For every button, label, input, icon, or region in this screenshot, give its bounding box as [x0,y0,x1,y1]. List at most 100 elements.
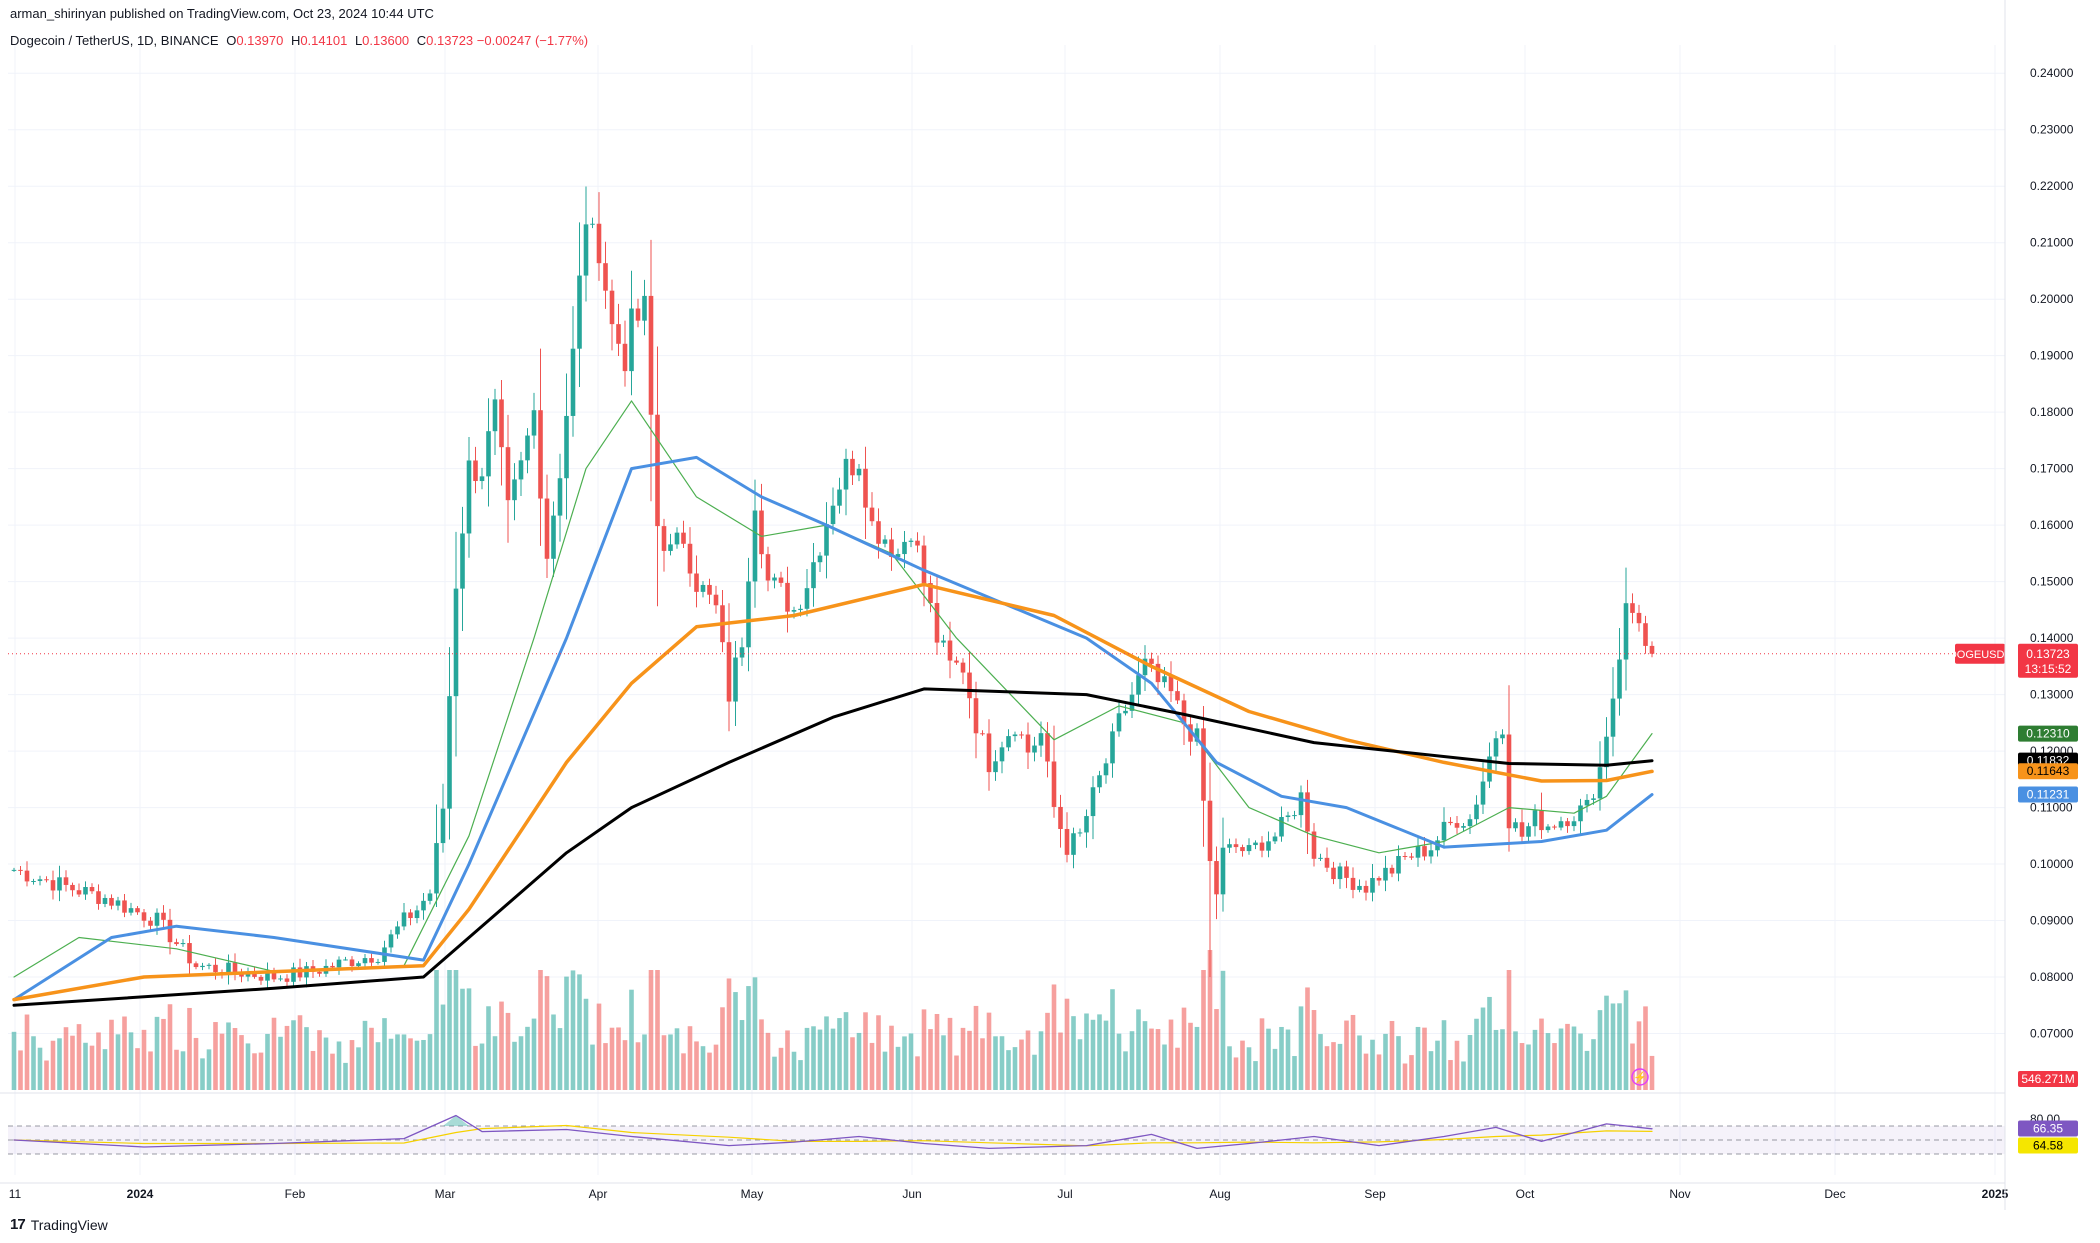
candle-body [700,584,706,592]
volume-bar [1480,1007,1486,1090]
candle-body [1370,877,1375,893]
candle-body [453,588,459,697]
volume-bar [1071,1016,1076,1090]
volume-bar [63,1027,69,1090]
candle-body [512,479,517,501]
volume-bar [1084,1013,1089,1090]
candle-body [1266,841,1271,851]
volume-bar [726,978,732,1090]
candle-body [564,415,569,479]
volume-bar [1032,1054,1037,1090]
volume-bar [980,1038,985,1090]
candle-body [681,532,686,544]
volume-bar [1643,1006,1648,1090]
volume-bar [798,1060,803,1090]
volume-bar [70,1035,75,1090]
volume-bar [668,1034,673,1090]
candle-body [284,978,290,982]
volume-bar [492,1036,498,1090]
volume-bar [1474,1018,1479,1090]
volume-bar [1090,1019,1096,1090]
publisher-line: arman_shirinyan published on TradingView… [10,6,434,21]
volume-bar [1610,1003,1616,1090]
candle-body [1604,736,1609,768]
volume-bar [616,1027,621,1090]
candle-body [1025,734,1031,753]
candle-body [1480,781,1486,805]
volume-bar [1519,1043,1525,1090]
volume-bar [284,1025,290,1090]
rsi-overbought-fill [443,1115,469,1126]
candle-body [1071,833,1076,855]
candle-body [1337,866,1343,880]
volume-bar [915,1056,920,1090]
volume-bar [752,977,758,1090]
volume-bar [447,970,452,1090]
candle-body [707,584,712,595]
volume-bar [83,1042,88,1090]
volume-bar [1435,1040,1440,1090]
volume-bar [967,1030,972,1090]
candle-body [941,640,946,643]
time-tick-label: 2024 [127,1187,154,1201]
volume-bar [1129,1031,1135,1090]
volume-bar [466,988,472,1090]
rsi-ma-value: 64.58 [2033,1139,2063,1153]
volume-bar [707,1052,712,1090]
volume-bar [1383,1033,1388,1090]
volume-bar [427,1034,433,1090]
candle-body [622,343,628,372]
candle-body [1207,800,1213,862]
candle-body [544,498,550,559]
candle-body [1142,658,1148,676]
volume-bar [1149,1028,1154,1090]
candle-body [1350,877,1356,890]
candle-body [694,573,699,592]
volume-bar [258,1052,264,1090]
candle-body [395,926,400,935]
volume-bar [1279,1026,1284,1090]
volume-bar [1324,1046,1330,1090]
volume-bar [1188,1022,1193,1090]
ma-tag-value: 0.12310 [2026,727,2070,741]
candle-body [102,897,108,904]
volume-bar [401,1034,407,1090]
candle-body [934,603,940,643]
volume-bar [1357,1035,1362,1090]
volume-bar [24,1014,30,1090]
volume-bar [642,1034,647,1090]
volume-bar [1584,1050,1590,1090]
volume-bar [349,1040,355,1090]
candle-body [375,961,381,963]
volume-bar [824,1016,829,1090]
volume-bar [37,1047,43,1090]
volume-bar [661,1035,667,1090]
candle-body [687,543,693,574]
volume-bar [206,1049,212,1090]
candle-body [122,900,127,913]
volume-bar [148,1051,153,1090]
volume-bar [557,1028,563,1090]
candle-body [1409,856,1414,858]
candle-body [1168,676,1174,692]
candle-body [1012,734,1018,737]
candle-body [161,912,166,920]
candle-body [1441,821,1447,841]
volume-bar [1298,1006,1304,1090]
candle-body [954,660,959,663]
volume-bar [1623,990,1629,1090]
volume-bar [1344,1020,1349,1090]
candle-body [1253,842,1258,846]
candle-body [1285,815,1291,818]
volume-bar [1506,970,1512,1090]
candle-body [642,295,647,321]
candle-body [109,897,114,906]
volume-bar [570,970,576,1090]
candle-body [70,884,75,891]
candle-body [1292,815,1297,817]
candle-body [252,972,257,977]
tradingview-brand[interactable]: 17 TradingView [10,1216,108,1233]
rsi-value-tag [2018,1120,2078,1137]
candle-body [24,870,30,882]
